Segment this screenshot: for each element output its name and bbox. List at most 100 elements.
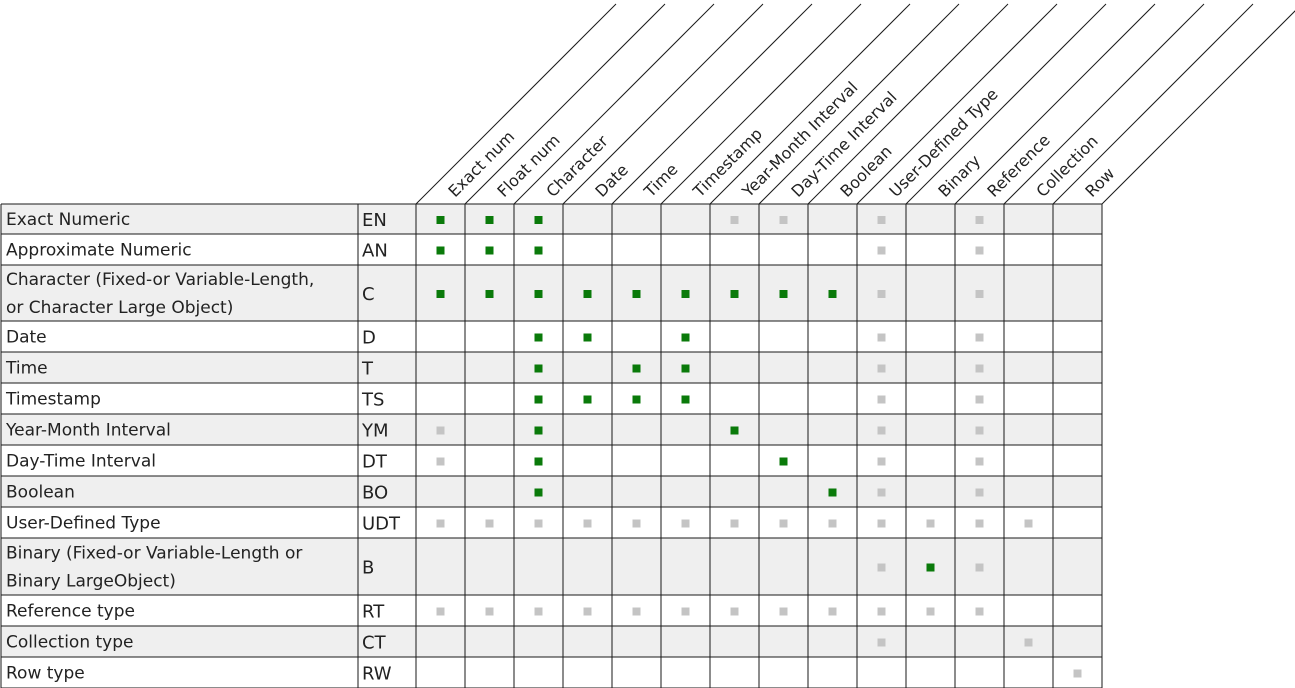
compatible-marker [632, 395, 641, 404]
row-abbreviation: AN [362, 241, 388, 262]
conditional-marker [926, 607, 935, 616]
conditional-marker [975, 395, 984, 404]
compatible-marker [534, 395, 543, 404]
compatible-marker [681, 364, 690, 373]
conditional-marker [681, 607, 690, 616]
conditional-marker [877, 563, 886, 572]
conditional-marker [779, 216, 788, 224]
conditional-marker [730, 519, 739, 528]
compatible-marker [534, 216, 543, 224]
compatible-marker [779, 290, 788, 298]
row-shading [1, 414, 1102, 445]
conditional-marker [779, 519, 788, 528]
row-label: Boolean [6, 483, 75, 503]
column-header: Time [640, 160, 682, 202]
row-label: Approximate Numeric [6, 241, 192, 261]
header-divider [807, 3, 1009, 205]
row-label: Exact Numeric [6, 210, 130, 230]
conditional-marker [1024, 519, 1033, 528]
conditional-marker [534, 519, 543, 528]
row-shading [1, 476, 1102, 507]
conditional-marker [877, 426, 886, 435]
row-abbreviation: EN [362, 210, 387, 231]
row-shading [1, 538, 1102, 595]
conditional-marker [583, 519, 592, 528]
header-divider [856, 3, 1058, 205]
compatible-marker [926, 563, 935, 572]
row-label: Time [5, 359, 48, 379]
compatible-marker [485, 246, 494, 255]
conditional-marker [975, 364, 984, 373]
row-label: Binary LargeObject) [6, 572, 176, 592]
conditional-marker [828, 519, 837, 528]
conditional-marker [975, 457, 984, 466]
compatible-marker [534, 364, 543, 373]
row-shading [1, 352, 1102, 383]
header-divider [562, 3, 764, 205]
header-divider [660, 3, 862, 205]
header-divider [464, 3, 666, 205]
row-abbreviation: CT [362, 633, 387, 654]
conditional-marker [975, 519, 984, 528]
row-abbreviation: TS [361, 390, 384, 411]
compatible-marker [828, 488, 837, 497]
conditional-marker [975, 426, 984, 435]
conditional-marker [730, 216, 739, 224]
row-label: Character (Fixed-or Variable-Length, [6, 270, 314, 290]
compatible-marker [583, 395, 592, 404]
conditional-marker [975, 333, 984, 342]
compatible-marker [730, 426, 739, 435]
conditional-marker [632, 607, 641, 616]
row-abbreviation: DT [362, 452, 388, 473]
compatible-marker [730, 290, 739, 298]
conditional-marker [877, 457, 886, 466]
row-abbreviation: B [362, 558, 374, 579]
row-shading [1, 265, 1102, 321]
conditional-marker [877, 333, 886, 342]
compatible-marker [632, 364, 641, 373]
conditional-marker [681, 519, 690, 528]
conditional-marker [436, 607, 445, 616]
conditional-marker [1073, 669, 1082, 678]
conditional-marker [485, 607, 494, 616]
conditional-marker [877, 395, 886, 404]
row-label: Collection type [6, 633, 133, 653]
row-shading [1, 626, 1102, 657]
compatible-marker [681, 395, 690, 404]
conditional-marker [877, 607, 886, 616]
row-label: Binary (Fixed-or Variable-Length or [6, 544, 302, 564]
conditional-marker [779, 607, 788, 616]
header-divider [1003, 3, 1205, 205]
compatible-marker [681, 333, 690, 342]
row-abbreviation: YM [361, 421, 389, 442]
header-divider [1101, 10, 1295, 205]
conditional-marker [583, 607, 592, 616]
conditional-marker [828, 607, 837, 616]
header-divider [513, 3, 715, 205]
row-label: Day-Time Interval [6, 452, 156, 472]
compatible-marker [632, 290, 641, 298]
compatible-marker [436, 246, 445, 255]
row-label: Reference type [6, 602, 135, 622]
compatible-marker [534, 290, 543, 298]
conditional-marker [877, 519, 886, 528]
conditional-marker [926, 519, 935, 528]
conditional-marker [877, 290, 886, 298]
conditional-marker [1024, 638, 1033, 647]
compatible-marker [534, 246, 543, 255]
compatible-marker [485, 290, 494, 298]
conditional-marker [877, 246, 886, 255]
header-divider [954, 3, 1156, 205]
header-divider [415, 3, 617, 205]
row-abbreviation: BO [362, 483, 388, 504]
row-abbreviation: UDT [362, 514, 401, 535]
row-label: Row type [6, 664, 85, 684]
row-label: or Character Large Object) [6, 298, 233, 318]
compatible-marker [583, 290, 592, 298]
column-header: Binary [934, 151, 984, 201]
row-abbreviation: D [362, 328, 376, 349]
header-divider [709, 3, 911, 205]
conditional-marker [975, 607, 984, 616]
header-divider [905, 3, 1107, 205]
